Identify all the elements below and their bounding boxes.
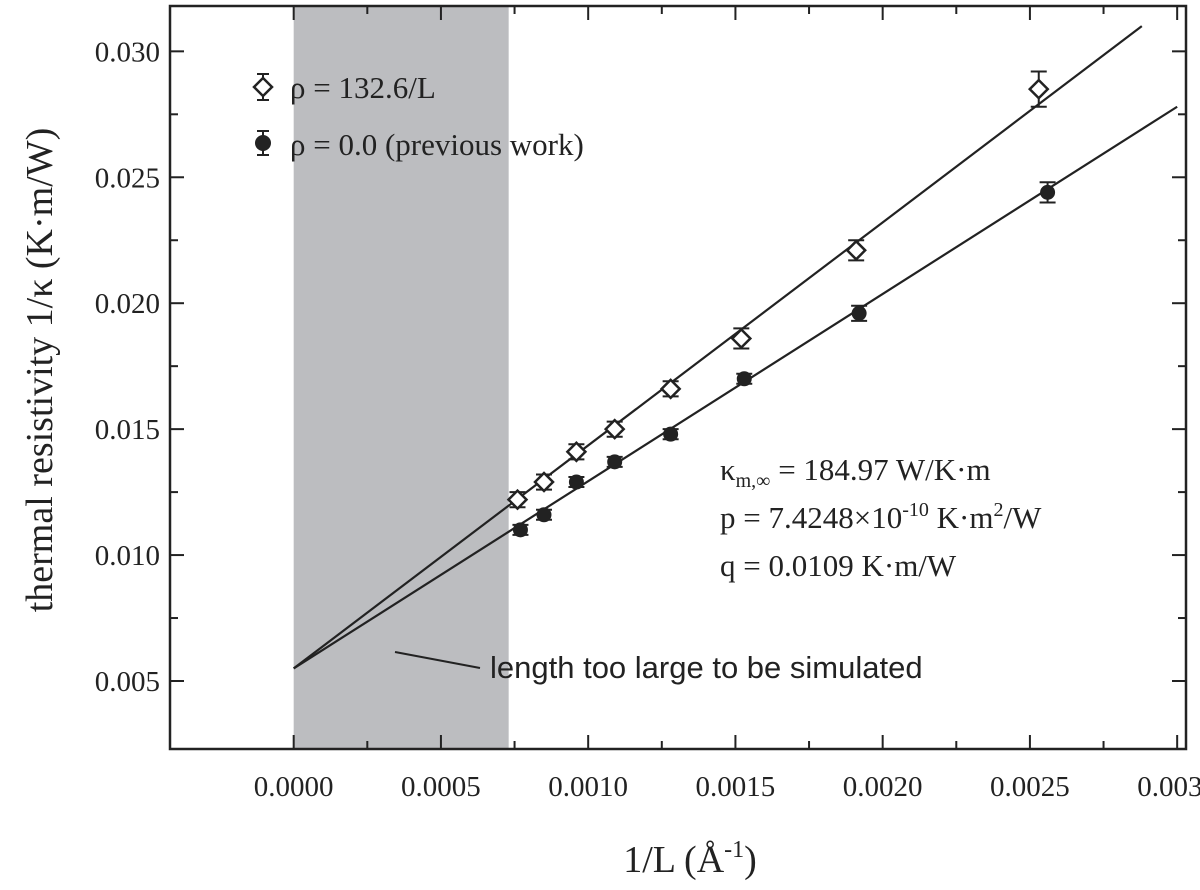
data-point-series-0 bbox=[730, 327, 753, 350]
diamond-marker bbox=[533, 471, 555, 493]
diamond-marker bbox=[603, 418, 626, 440]
data-point-series-0 bbox=[533, 471, 555, 493]
data-point-series-0 bbox=[565, 441, 588, 463]
data-point-series-0 bbox=[845, 239, 867, 262]
shade-label-leader bbox=[394, 651, 481, 669]
shaded-region bbox=[293, 6, 509, 749]
fit-line-series-1 bbox=[293, 105, 1178, 670]
data-point-series-1 bbox=[851, 304, 868, 322]
y-tick-label: 0.025 bbox=[95, 162, 160, 194]
data-point-series-1 bbox=[662, 426, 679, 442]
legend-label-circle: ρ = 0.0 (previous work) bbox=[290, 127, 584, 162]
data-point-series-1 bbox=[536, 507, 553, 523]
x-tick-label: 0.0005 bbox=[401, 771, 481, 803]
circle-marker bbox=[512, 522, 528, 538]
diamond-marker bbox=[1027, 78, 1050, 100]
x-axis-title: 1/L (Å-1) bbox=[623, 837, 757, 881]
data-point-series-0 bbox=[603, 418, 626, 440]
diamond-marker bbox=[730, 327, 753, 350]
axis-ticks: 0.0000 0.0005 0.0010 0.0015 0.0020 0.0025 0.00… bbox=[95, 6, 1200, 803]
annotation-q: q = 0.0109 K·m/W bbox=[720, 548, 957, 583]
diamond-marker bbox=[506, 488, 529, 511]
legend-label-diamond: ρ = 132.6/L bbox=[290, 70, 436, 105]
fit-annotation: κm,∞ = 184.97 W/K·m p = 7.4248×10-10 K·m… bbox=[720, 452, 1042, 583]
data-point-series-1 bbox=[1039, 181, 1056, 204]
y-tick-label: 0.005 bbox=[95, 666, 160, 698]
y-tick-label: 0.015 bbox=[95, 414, 160, 446]
diamond-marker bbox=[845, 239, 867, 262]
x-tick-label: 0.0010 bbox=[548, 771, 628, 803]
circle-marker bbox=[536, 507, 552, 523]
circle-marker bbox=[736, 371, 752, 387]
x-tick-label: 0.0015 bbox=[696, 771, 776, 803]
circle-marker bbox=[568, 474, 584, 490]
fit-line-series-0 bbox=[293, 25, 1143, 670]
annotation-p: p = 7.4248×10-10 K·m2/W bbox=[720, 499, 1042, 535]
shaded-region-label: length too large to be simulated bbox=[490, 650, 923, 685]
y-tick-label: 0.010 bbox=[95, 540, 160, 572]
x-tick-label: 0.0000 bbox=[254, 771, 334, 803]
diamond-marker bbox=[659, 378, 682, 400]
data-point-series-0 bbox=[659, 378, 682, 400]
data-point-series-1 bbox=[568, 474, 585, 490]
data-point-series-0 bbox=[1027, 70, 1050, 108]
y-tick-label: 0.020 bbox=[95, 288, 160, 320]
y-axis-title: thermal resistivity 1/κ (K·m/W) bbox=[19, 128, 61, 613]
diamond-marker bbox=[565, 441, 588, 463]
x-tick-label: 0.0020 bbox=[843, 771, 923, 803]
circle-marker bbox=[1040, 184, 1056, 200]
circle-marker bbox=[607, 454, 623, 470]
data-point-series-0 bbox=[506, 488, 529, 511]
legend-marker-circle bbox=[255, 130, 271, 156]
plot-area-frame bbox=[168, 4, 1188, 751]
data-point-series-1 bbox=[512, 522, 529, 538]
data-point-series-1 bbox=[736, 371, 753, 387]
data-points bbox=[506, 70, 1056, 538]
legend: ρ = 132.6/L ρ = 0.0 (previous work) bbox=[252, 70, 584, 162]
fit-lines bbox=[293, 25, 1178, 670]
circle-marker bbox=[663, 426, 679, 442]
data-point-series-1 bbox=[606, 454, 623, 470]
y-tick-label: 0.030 bbox=[95, 36, 160, 68]
annotation-kappa: κm,∞ = 184.97 W/K·m bbox=[720, 452, 991, 492]
x-tick-label: 0.0025 bbox=[990, 771, 1070, 803]
circle-marker bbox=[851, 305, 867, 321]
legend-marker-diamond bbox=[252, 73, 274, 101]
